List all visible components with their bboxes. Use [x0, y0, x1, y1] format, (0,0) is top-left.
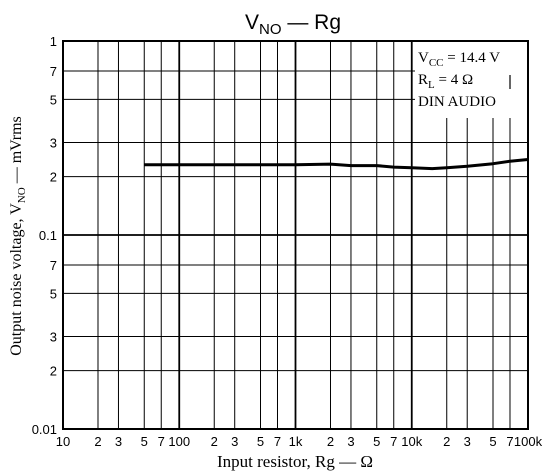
x-tick-label: 7	[390, 434, 397, 449]
y-tick-label: 7	[50, 258, 57, 273]
x-tick-label: 7	[158, 434, 165, 449]
plot-frame	[62, 40, 529, 430]
annotation-line: RL = 4 Ω	[418, 72, 473, 91]
chart-title-rest: — Rg	[282, 11, 342, 34]
x-tick-label: 3	[464, 434, 471, 449]
x-tick-label: 100	[168, 434, 190, 449]
x-tick-label: 3	[347, 434, 354, 449]
x-tick-label: 2	[211, 434, 218, 449]
y-tick-label: 2	[50, 170, 57, 185]
x-tick-label: 5	[141, 434, 148, 449]
annotation-line: DIN AUDIO	[418, 94, 496, 110]
x-tick-label: 10k	[401, 434, 422, 449]
y-axis-label: Output noise voltage, VNO — mVrms	[8, 116, 28, 356]
annotation: VCC = 14.4 V RL = 4 Ω DIN AUDIO	[418, 50, 500, 110]
x-tick-label: 5	[257, 434, 264, 449]
y-tick-label: 7	[50, 64, 57, 79]
y-tick-label: 0.01	[32, 422, 57, 437]
y-tick-label: 0.1	[39, 228, 57, 243]
x-tick-label: 1k	[289, 434, 303, 449]
y-tick-label: 2	[50, 364, 57, 379]
x-tick-label: 5	[373, 434, 380, 449]
annotation-line: VCC = 14.4 V	[418, 50, 500, 69]
y-tick-labels: 1 7 5 3 2 0.1 7 5 3 2 0.01	[32, 34, 57, 437]
x-tick-labels: 10 2 3 5 7 100 2 3 5 7 1k 2 3 5 7 10k 2 3 5 7 100k	[56, 434, 543, 449]
y-axis-label-post: — mVrms	[8, 116, 25, 187]
series-line	[144, 158, 529, 171]
x-tick-label: 3	[115, 434, 122, 449]
x-axis-label: Input resistor, Rg — Ω	[217, 452, 373, 471]
y-tick-label: 5	[50, 92, 57, 107]
y-tick-label: 1	[50, 34, 57, 49]
x-tick-label: 3	[231, 434, 238, 449]
x-tick-label: 7	[274, 434, 281, 449]
y-axis-label-sub: NO	[16, 187, 28, 203]
annotation-box	[415, 42, 527, 118]
x-tick-label: 100k	[514, 434, 543, 449]
x-tick-label: 2	[443, 434, 450, 449]
y-axis-label-pre: Output noise voltage, V	[8, 203, 25, 356]
x-tick-label: 2	[327, 434, 334, 449]
y-tick-label: 3	[50, 135, 57, 150]
chart-title: VNO — Rg	[245, 11, 341, 38]
x-tick-label: 7	[506, 434, 513, 449]
x-tick-label: 5	[489, 434, 496, 449]
chart-title-sub: NO	[259, 21, 282, 38]
x-tick-label: 10	[56, 434, 70, 449]
chart-title-main: V	[245, 11, 259, 34]
y-tick-label: 3	[50, 329, 57, 344]
y-tick-label: 5	[50, 286, 57, 301]
x-tick-label: 2	[94, 434, 101, 449]
